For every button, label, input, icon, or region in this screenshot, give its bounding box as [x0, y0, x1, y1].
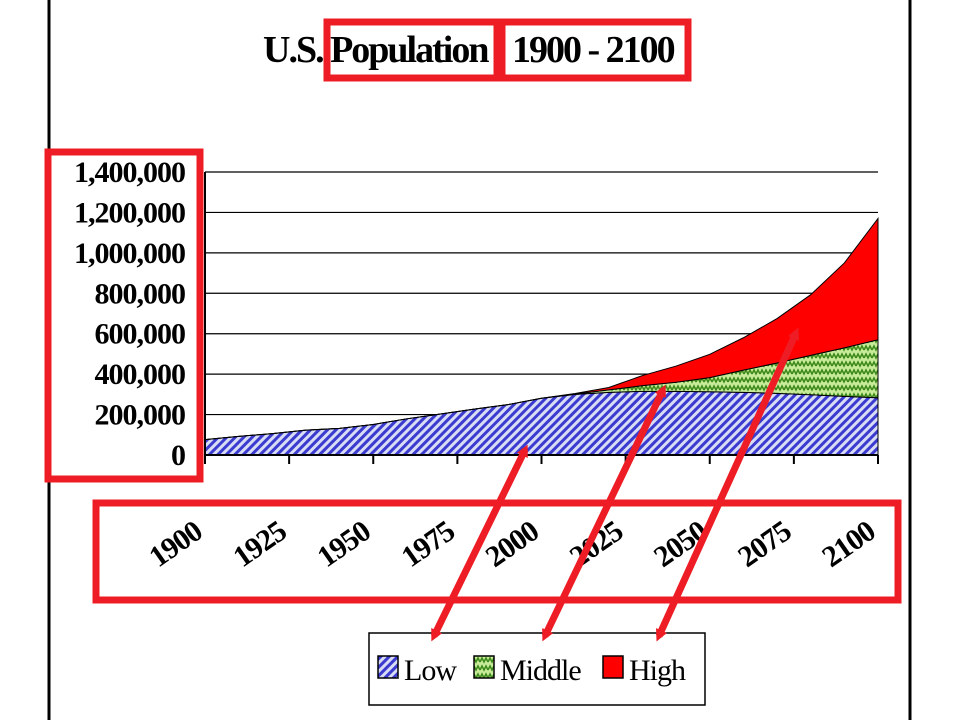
x-tick-marks [204, 455, 879, 464]
y-tick-label: 1,200,000 [74, 196, 185, 229]
y-tick-label: 400,000 [95, 358, 186, 391]
arrow-low [430, 444, 529, 642]
x-tick-label: 1900 [143, 515, 208, 574]
date-range-highlight-box [498, 18, 692, 82]
y-tick-label: 1,000,000 [74, 237, 185, 270]
x-tick-label: 2075 [732, 515, 797, 574]
legend-label-high: High [629, 654, 686, 687]
legend-box [368, 632, 706, 706]
y-tick-label: 800,000 [95, 277, 186, 310]
x-tick-label: 2100 [816, 515, 881, 574]
legend-swatch-low [377, 655, 399, 679]
y-tick-label: 600,000 [95, 318, 186, 351]
legend-swatch-middle [473, 655, 495, 679]
chart-title-part2: 1900 - 2100 [512, 29, 675, 71]
chart-title-part1: U.S. Population [263, 29, 489, 71]
plot-area [204, 171, 879, 464]
y-tick-label: 200,000 [95, 399, 186, 432]
arrow-high [655, 327, 800, 642]
series-areas [204, 217, 879, 456]
x-tick-label: 1925 [227, 515, 292, 574]
x-tick-labels: 1900 1925 1950 1975 2000 2025 2050 2075 2100 [143, 515, 881, 574]
arrow-middle [541, 384, 667, 642]
legend: Low Middle High [368, 632, 706, 706]
x-tick-label: 1975 [396, 515, 461, 574]
legend-label-low: Low [404, 654, 457, 687]
gridlines [205, 171, 878, 416]
x-tick-label: 1950 [311, 515, 376, 574]
area-series-low [204, 390, 879, 456]
legend-swatch-high [602, 655, 624, 679]
annotation-overlays [44, 18, 902, 642]
y-tick-label: 0 [171, 439, 185, 472]
title-highlight-box [323, 18, 501, 82]
legend-label-middle: Middle [500, 654, 581, 687]
y-tick-labels: 0 200,000 400,000 600,000 800,000 1,000,000 1,… [74, 156, 186, 472]
area-series-high [204, 217, 879, 441]
y-tick-label: 1,400,000 [74, 156, 185, 189]
y-axis-highlight-box [44, 148, 204, 483]
